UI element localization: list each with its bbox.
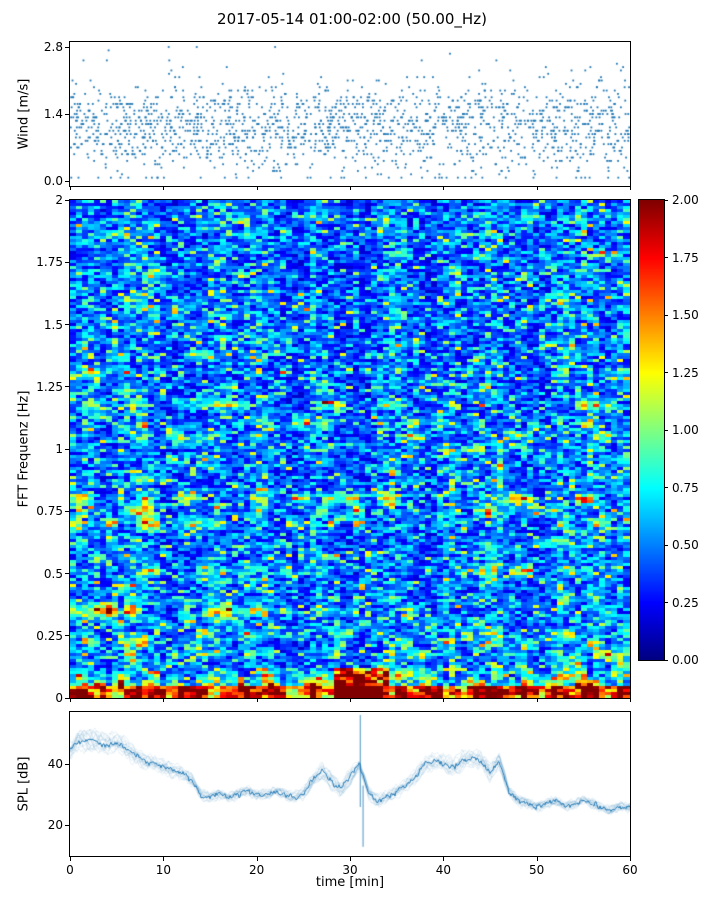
spl-ytick-label: 40 <box>47 757 63 772</box>
colorbar-tick-label: 1.75 <box>672 250 699 265</box>
wind-xtick-mark <box>256 187 258 190</box>
spl-xtick-label: 10 <box>155 863 171 877</box>
spectrogram-ytick-label: 1.5 <box>43 317 63 332</box>
colorbar-tick-mark <box>664 602 668 603</box>
spl-xtick-label: 60 <box>622 863 638 877</box>
spectrogram-ytick-label: 0.25 <box>36 628 63 643</box>
spectrogram-ytick-mark <box>65 386 69 388</box>
chart-title: 2017-05-14 01:00-02:00 (50.00_Hz) <box>217 10 487 28</box>
spl-ytick-mark <box>65 824 69 826</box>
x-axis-label: time [min] <box>315 875 385 890</box>
spectrogram-ytick-label: 0 <box>55 691 63 705</box>
spectrogram-xtick-mark <box>350 699 351 702</box>
spl-xtick-mark <box>256 857 258 861</box>
wind-y-axis-label: Wind [m/s] <box>16 78 32 150</box>
spectrogram-ytick-label: 2 <box>55 193 63 207</box>
colorbar-tick-label: 1.50 <box>672 308 699 322</box>
wind-ytick-mark <box>65 180 69 182</box>
colorbar-tick-mark <box>664 429 668 431</box>
spectrogram-ytick-label: 1.75 <box>36 255 63 270</box>
wind-ytick-label: 2.8 <box>43 40 63 54</box>
wind-xtick-mark <box>350 187 351 190</box>
spectrogram-ytick-label: 1.25 <box>36 379 63 394</box>
spl-xtick-mark <box>163 857 165 861</box>
colorbar-tick-mark <box>664 544 668 546</box>
colorbar-tick-label: 1.25 <box>672 365 699 380</box>
wind-ytick-mark <box>65 113 69 115</box>
colorbar-tick-label: 0.50 <box>672 538 699 552</box>
colorbar-tick-mark <box>664 659 668 661</box>
spectrogram-ytick-mark <box>65 199 69 201</box>
spectrogram-xtick-mark <box>163 699 165 702</box>
spl-xtick-label: 50 <box>529 863 545 877</box>
fft-spectrogram <box>69 199 631 699</box>
spl-xtick-label: 40 <box>435 863 451 877</box>
colorbar-tick-mark <box>664 372 668 373</box>
spectrogram-xtick-mark <box>256 699 258 702</box>
colorbar-tick-mark <box>664 199 668 201</box>
spl-ytick-mark <box>65 763 69 765</box>
wind-xtick-mark <box>163 187 165 190</box>
wind-ytick-mark <box>65 46 69 48</box>
spectrogram-ytick-label: 1 <box>55 442 63 456</box>
colorbar-tick-label: 0.75 <box>672 480 699 495</box>
wind-ytick-label: 1.4 <box>43 107 63 121</box>
spectrogram-ytick-mark <box>65 261 69 263</box>
wind-xtick-mark <box>70 187 71 190</box>
colorbar-tick-mark <box>664 314 668 316</box>
wind-scatter-plot <box>69 41 631 187</box>
spectrogram-ytick-label: 0.75 <box>36 504 63 519</box>
wind-xtick-mark <box>536 187 538 190</box>
spl-xtick-mark <box>350 857 351 861</box>
colorbar-tick-label: 1.00 <box>672 423 699 437</box>
colorbar <box>638 199 665 661</box>
spl-xtick-label: 20 <box>249 863 265 877</box>
spectrogram-ytick-mark <box>65 697 69 699</box>
spectrogram-y-axis-label: FFT Frequenz [Hz] <box>16 390 32 508</box>
spectrogram-ytick-mark <box>65 510 69 512</box>
spectrogram-xtick-mark <box>630 699 631 702</box>
wind-xtick-mark <box>630 187 631 190</box>
wind-ytick-label: 0.0 <box>43 174 63 188</box>
spl-xtick-mark <box>70 857 71 861</box>
spl-xtick-mark <box>630 857 631 861</box>
spl-ytick-label: 20 <box>47 818 63 833</box>
colorbar-tick-mark <box>664 257 668 258</box>
spl-xtick-mark <box>443 857 445 861</box>
colorbar-tick-label: 2.00 <box>672 193 699 207</box>
spl-line-plot <box>69 711 631 857</box>
spectrogram-ytick-mark <box>65 573 69 574</box>
spectrogram-ytick-mark <box>65 448 69 450</box>
colorbar-tick-label: 0.25 <box>672 595 699 610</box>
spectrogram-xtick-mark <box>536 699 538 702</box>
colorbar-tick-mark <box>664 487 668 488</box>
colorbar-tick-label: 0.00 <box>672 653 699 667</box>
spectrogram-xtick-mark <box>443 699 445 702</box>
spectrogram-ytick-mark <box>65 324 69 325</box>
spectrogram-ytick-mark <box>65 635 69 637</box>
spectrogram-xtick-mark <box>70 699 71 702</box>
spl-xtick-label: 0 <box>66 863 74 877</box>
spl-xtick-mark <box>536 857 538 861</box>
spl-y-axis-label: SPL [dB] <box>16 756 32 812</box>
wind-xtick-mark <box>443 187 445 190</box>
spl-xtick-label: 30 <box>342 863 358 877</box>
spectrogram-ytick-label: 0.5 <box>43 566 63 581</box>
